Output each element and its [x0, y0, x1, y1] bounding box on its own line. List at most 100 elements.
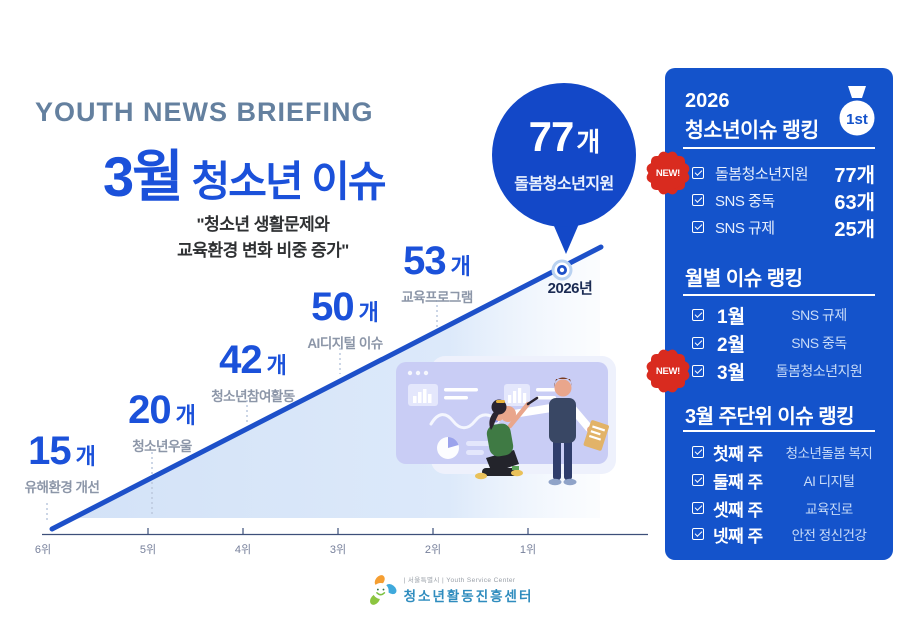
new-badge-text: NEW!	[655, 167, 681, 179]
axis-label-5: 5위	[139, 544, 157, 556]
point-label: 교육프로그램	[401, 290, 473, 305]
weekly-row-4: 넷째 주 안전 정신건강	[665, 521, 893, 547]
top-issue-balloon: 77 개 돌봄청소년지원	[492, 83, 636, 227]
point-label: AI디지털 이슈	[307, 336, 383, 351]
ranking-row-3: SNS 규제 25개	[665, 214, 893, 241]
balloon-value: 77	[528, 113, 575, 160]
monthly-section-title: 월별 이슈 랭킹	[685, 268, 803, 290]
axis-label-2: 2위	[424, 544, 442, 556]
month-issue: 돌봄청소년지원	[775, 363, 863, 379]
ranking-row-2: SNS 중독 63개	[665, 187, 893, 214]
page-title: 3월 청소년 이슈	[103, 132, 387, 213]
count-unit: 개	[358, 300, 379, 325]
point-count: 53 개	[373, 241, 501, 281]
year-label: 2026년	[547, 280, 593, 297]
title-text: 청소년 이슈	[191, 158, 387, 205]
week-issue: 청소년돌봄 복지	[785, 446, 873, 461]
quote-line-1: "청소년 생활문제와	[196, 215, 330, 234]
weekly-row-1: 첫째 주 청소년돌봄 복지	[665, 439, 893, 465]
count-unit: 개	[450, 254, 471, 279]
count-unit: 개	[75, 444, 96, 469]
chart-point-5: 20 개 청소년우울	[98, 390, 226, 455]
ranking-sidebar: 2026 청소년이슈 랭킹 1st 돌봄청소년지원 77개 SNS 중독 63개…	[644, 68, 893, 560]
divider	[683, 294, 875, 296]
month-label: 1월	[717, 306, 746, 328]
weekly-section-title: 3월 주단위 이슈 랭킹	[685, 406, 855, 428]
ranking-row-1: 돌봄청소년지원 77개	[665, 160, 893, 187]
axis-label-4: 4위	[234, 544, 252, 556]
checkbox-icon	[692, 194, 704, 206]
ranking-row-label: 돌봄청소년지원	[715, 165, 809, 183]
brand-title: YOUTH NEWS BRIEFING	[35, 97, 374, 127]
org-smiley-logo-icon	[370, 574, 397, 605]
point-label: 유해환경 개선	[24, 480, 100, 495]
sidebar-title: 청소년이슈 랭킹	[685, 119, 819, 142]
weekly-row-2: 둘째 주 AI 디지털	[665, 467, 893, 493]
checkbox-icon	[692, 221, 704, 233]
checkbox-icon	[692, 337, 704, 349]
count-value: 50	[311, 285, 354, 329]
month-label: 2월	[717, 334, 746, 356]
weekly-row-3: 셋째 주 교육진로	[665, 495, 893, 521]
chart-point-2: 53 개 교육프로그램	[373, 241, 501, 306]
week-label: 넷째 주	[713, 526, 763, 546]
week-issue: AI 디지털	[803, 474, 855, 489]
ranking-row-label: SNS 규제	[715, 219, 775, 237]
ranking-row-label: SNS 중독	[715, 192, 775, 210]
week-label: 첫째 주	[713, 444, 763, 464]
checkbox-icon	[692, 167, 704, 179]
checkbox-icon	[692, 365, 704, 377]
month-issue: SNS 중독	[791, 335, 847, 351]
subtitle-quote: "청소년 생활문제와 교육환경 변화 비중 증가"	[118, 212, 408, 263]
chart-point-6: 15 개 유해환경 개선	[0, 431, 126, 496]
ranking-row-value: 77개	[834, 164, 875, 187]
new-badge-text: NEW!	[655, 365, 681, 377]
balloon-label: 돌봄청소년지원	[514, 176, 614, 193]
sidebar-year: 2026	[685, 90, 730, 112]
first-place-bag-icon: 1st	[839, 86, 875, 136]
footer-logo: | 서울특별시 | Youth Service Center 청소년활동진흥센터	[367, 574, 534, 605]
monthly-row-2: 2월 SNS 중독	[665, 330, 893, 356]
point-count: 15 개	[0, 431, 126, 471]
week-issue: 안전 정신건강	[791, 528, 867, 543]
presentation-illustration	[396, 356, 616, 486]
month-label: 3월	[717, 362, 746, 384]
axis-label-3: 3위	[329, 544, 347, 556]
monthly-row-1: 1월 SNS 규제	[665, 302, 893, 328]
checkbox-icon	[692, 309, 704, 321]
week-label: 셋째 주	[713, 500, 763, 520]
org-caption: | 서울특별시 | Youth Service Center	[403, 577, 516, 584]
week-label: 둘째 주	[713, 472, 763, 492]
title-month: 3월	[103, 145, 184, 208]
new-badge-icon: NEW!	[644, 347, 692, 395]
new-badge-icon: NEW!	[644, 149, 692, 197]
divider	[683, 147, 875, 149]
org-text-block: | 서울특별시 | Youth Service Center 청소년활동진흥센터	[404, 574, 534, 605]
checkbox-icon	[692, 528, 704, 540]
point-count: 50 개	[281, 287, 409, 327]
chart-point-4: 42 개 청소년참여활동	[189, 340, 317, 405]
count-unit: 개	[266, 353, 287, 378]
point-label: 청소년참여활동	[211, 389, 295, 404]
count-value: 15	[28, 429, 71, 473]
axis-label-6: 6위	[34, 544, 52, 556]
axis-label-1: 1위	[519, 544, 537, 556]
axis-ticks	[147, 528, 529, 534]
count-value: 42	[219, 338, 262, 382]
point-count: 20 개	[98, 390, 226, 430]
monthly-row-3: 3월 돌봄청소년지원	[665, 358, 893, 384]
first-place-badge: 1st	[846, 111, 868, 128]
count-unit: 개	[175, 403, 196, 428]
chart-point-3: 50 개 AI디지털 이슈	[281, 287, 409, 352]
checkbox-icon	[692, 446, 704, 458]
balloon-unit: 개	[576, 127, 600, 157]
point-label: 청소년우울	[132, 439, 192, 454]
ranking-row-value: 63개	[834, 191, 875, 214]
count-value: 20	[128, 388, 171, 432]
checkbox-icon	[692, 474, 704, 486]
quote-line-2: 교육환경 변화 비중 증가"	[177, 240, 349, 260]
org-name: 청소년활동진흥센터	[403, 589, 534, 604]
week-issue: 교육진로	[805, 502, 853, 517]
checkbox-icon	[692, 502, 704, 514]
